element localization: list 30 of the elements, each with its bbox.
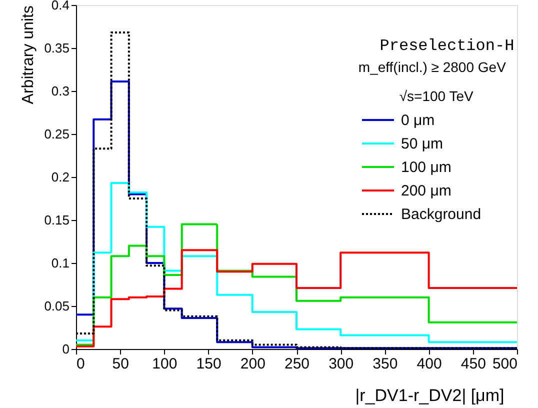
x-tick-label: 450 (460, 356, 486, 372)
y-tick-label: 0 (62, 342, 70, 356)
y-tick-label: 0.3 (51, 84, 70, 98)
legend-label: Background (401, 206, 482, 223)
x-tick-label: 200 (240, 356, 266, 372)
x-tick-label: 250 (284, 356, 310, 372)
x-tick-label: 100 (152, 356, 178, 372)
y-tick-label: 0.2 (51, 170, 70, 184)
annotation: Preselection-H (380, 37, 514, 55)
y-tick-label: 0.4 (51, 0, 70, 12)
x-tick-label: 50 (112, 356, 129, 372)
y-tick-label: 0.25 (44, 126, 70, 142)
x-axis-title: |r_DV1-r_DV2| [μm] (355, 386, 504, 405)
y-axis-title: Arbitrary units (20, 6, 38, 104)
legend-label: 0 μm (401, 112, 435, 129)
x-tick-label: 500 (492, 356, 518, 372)
y-tick-label: 0.1 (51, 256, 70, 270)
y-tick-label: 0.05 (44, 298, 70, 314)
y-tick-label: 0.15 (44, 212, 70, 228)
x-tick-label: 0 (76, 356, 85, 372)
x-tick-label: 350 (372, 356, 398, 372)
legend-label: 50 μm (401, 136, 443, 152)
x-tick-label: 400 (416, 356, 442, 372)
annotation: m_eff(incl.) ≥ 2800 GeV (358, 59, 507, 75)
annotation: √s=100 TeV (399, 88, 474, 104)
legend-label: 100 μm (401, 159, 452, 176)
y-tick-label: 0.35 (44, 40, 70, 56)
legend-label: 200 μm (401, 182, 452, 200)
x-tick-label: 300 (328, 356, 354, 372)
x-tick-label: 150 (196, 356, 222, 372)
